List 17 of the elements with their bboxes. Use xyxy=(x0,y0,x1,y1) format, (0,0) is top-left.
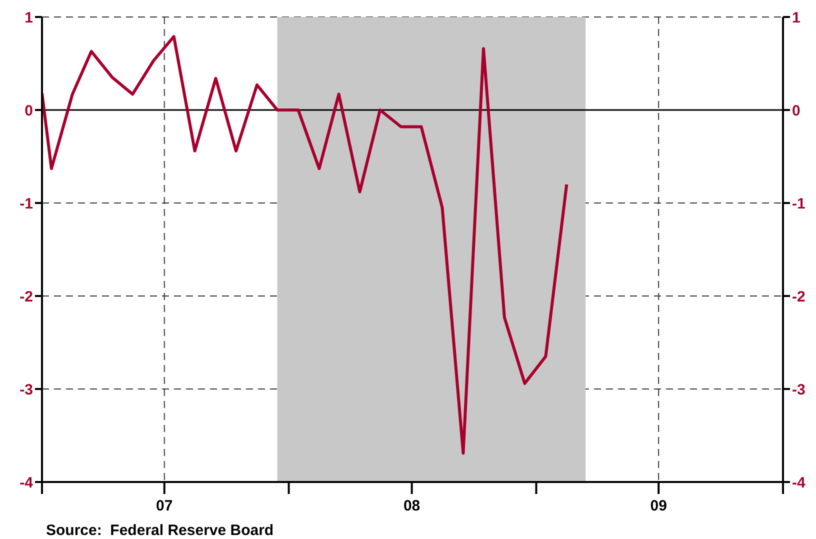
line-series xyxy=(42,35,568,455)
y-tick-label: -1 xyxy=(20,195,33,212)
y-tick-label: -2 xyxy=(20,288,33,306)
x-tick-label: 08 xyxy=(403,498,420,515)
y2-tick-label: 0 xyxy=(792,102,800,120)
x-tick-label: 07 xyxy=(156,498,173,515)
y2-tick-label: -3 xyxy=(792,381,806,398)
y-tick-label: -3 xyxy=(20,381,33,398)
y-tick-label: -4 xyxy=(20,474,34,492)
y2-tick-label: -4 xyxy=(792,474,806,492)
y2-tick-label: -2 xyxy=(792,288,806,306)
x-tick-label: 09 xyxy=(650,498,667,515)
source-note: Source: Federal Reserve Board xyxy=(46,522,274,539)
y2-tick-label: -1 xyxy=(792,195,806,212)
y-tick-label: 0 xyxy=(24,102,33,120)
y-tick-label: 1 xyxy=(24,9,33,26)
y2-tick-label: 1 xyxy=(792,9,800,26)
